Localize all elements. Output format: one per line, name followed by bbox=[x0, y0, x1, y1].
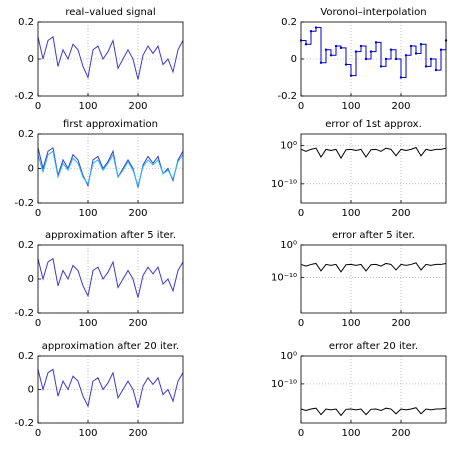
line-series bbox=[37, 257, 184, 298]
y-tick-label: 10⁰ bbox=[280, 240, 297, 251]
x-tick-label: 0 bbox=[298, 318, 304, 329]
line-series bbox=[300, 146, 447, 160]
y-tick-label: -0.2 bbox=[14, 308, 34, 319]
marker bbox=[369, 50, 373, 53]
x-tick-label: 200 bbox=[391, 318, 410, 329]
y-tick-label: 0 bbox=[28, 54, 34, 65]
y-tick-label: 0 bbox=[291, 54, 297, 65]
line-series bbox=[37, 35, 184, 80]
y-tick-label: 0 bbox=[28, 164, 34, 175]
marker bbox=[424, 65, 428, 68]
axes-frame bbox=[37, 244, 184, 314]
marker bbox=[319, 61, 323, 64]
subplot-title: error after 20 iter. bbox=[329, 341, 418, 352]
marker bbox=[304, 43, 308, 46]
marker bbox=[364, 57, 368, 61]
x-tick-label: 0 bbox=[35, 101, 41, 112]
line-series bbox=[300, 262, 447, 273]
marker bbox=[379, 65, 383, 68]
marker bbox=[349, 74, 353, 77]
axes-frame bbox=[300, 244, 447, 314]
y-tick-label: 0.2 bbox=[18, 351, 34, 362]
subplot-title: Voronoi–interpolation bbox=[320, 7, 426, 18]
marker bbox=[339, 46, 343, 50]
x-tick-label: 100 bbox=[341, 428, 360, 439]
x-tick-label: 200 bbox=[128, 101, 147, 112]
line-series bbox=[300, 407, 447, 417]
marker bbox=[429, 57, 433, 61]
subplot-title: first approximation bbox=[63, 119, 158, 130]
y-tick-label: 10⁰ bbox=[280, 351, 297, 362]
marker bbox=[389, 48, 393, 51]
y-tick-label: 0 bbox=[28, 385, 34, 396]
marker bbox=[394, 57, 398, 61]
y-tick-label: 10⁻¹⁰ bbox=[271, 379, 297, 390]
marker bbox=[399, 76, 403, 79]
x-tick-label: 0 bbox=[298, 208, 304, 219]
line-series bbox=[37, 146, 184, 188]
marker bbox=[329, 54, 333, 57]
x-tick-label: 100 bbox=[341, 101, 360, 112]
x-tick-label: 200 bbox=[391, 208, 410, 219]
x-tick-label: 100 bbox=[78, 101, 97, 112]
y-tick-label: 10⁰ bbox=[280, 141, 297, 152]
y-tick-label: -0.2 bbox=[14, 418, 34, 429]
y-tick-label: 10⁻¹⁰ bbox=[271, 179, 297, 190]
x-tick-label: 100 bbox=[341, 318, 360, 329]
x-tick-label: 200 bbox=[128, 428, 147, 439]
marker bbox=[374, 41, 378, 44]
marker bbox=[384, 57, 388, 61]
subplot-title: approximation after 5 iter. bbox=[45, 230, 176, 241]
x-tick-label: 200 bbox=[128, 318, 147, 329]
x-tick-label: 0 bbox=[35, 428, 41, 439]
y-tick-label: 0 bbox=[28, 274, 34, 285]
marker bbox=[409, 44, 413, 48]
x-tick-label: 100 bbox=[78, 318, 97, 329]
subplot-title: real–valued signal bbox=[65, 7, 155, 18]
marker bbox=[439, 48, 443, 51]
x-tick-label: 0 bbox=[35, 208, 41, 219]
marker bbox=[309, 30, 313, 33]
x-tick-label: 200 bbox=[391, 428, 410, 439]
y-tick-label: 0.2 bbox=[18, 240, 34, 251]
axes-frame bbox=[300, 133, 447, 204]
subplot-title: error of 1st approx. bbox=[325, 119, 422, 130]
y-tick-label: -0.2 bbox=[14, 198, 34, 209]
x-tick-label: 200 bbox=[128, 208, 147, 219]
x-tick-label: 0 bbox=[298, 101, 304, 112]
line-series bbox=[301, 27, 447, 78]
y-tick-label: 0.2 bbox=[18, 129, 34, 140]
marker bbox=[354, 50, 358, 53]
axes-frame bbox=[300, 21, 447, 97]
marker bbox=[334, 44, 338, 48]
x-tick-label: 100 bbox=[78, 208, 97, 219]
marker bbox=[344, 63, 348, 66]
marker bbox=[414, 52, 418, 55]
line-series bbox=[37, 368, 184, 409]
y-tick-label: 0.2 bbox=[18, 17, 34, 28]
marker bbox=[314, 26, 318, 29]
marker bbox=[404, 54, 408, 57]
marker bbox=[359, 44, 363, 48]
subplot-title: error after 5 iter. bbox=[332, 230, 415, 241]
x-tick-label: 100 bbox=[78, 428, 97, 439]
axes-frame bbox=[37, 133, 184, 204]
y-tick-label: 0.2 bbox=[281, 17, 297, 28]
subplot-title: approximation after 20 iter. bbox=[42, 341, 179, 352]
axes-frame bbox=[37, 21, 184, 97]
x-tick-label: 0 bbox=[35, 318, 41, 329]
x-tick-label: 0 bbox=[298, 428, 304, 439]
axes-frame bbox=[37, 355, 184, 424]
line-series bbox=[37, 150, 184, 188]
axes-frame bbox=[300, 355, 447, 424]
marker bbox=[434, 68, 438, 72]
x-tick-label: 100 bbox=[341, 208, 360, 219]
y-tick-label: -0.2 bbox=[14, 91, 34, 102]
y-tick-label: -0.2 bbox=[277, 91, 297, 102]
marker bbox=[419, 43, 423, 46]
marker bbox=[324, 48, 328, 51]
y-tick-label: 10⁻¹⁰ bbox=[271, 272, 297, 283]
x-tick-label: 200 bbox=[391, 101, 410, 112]
